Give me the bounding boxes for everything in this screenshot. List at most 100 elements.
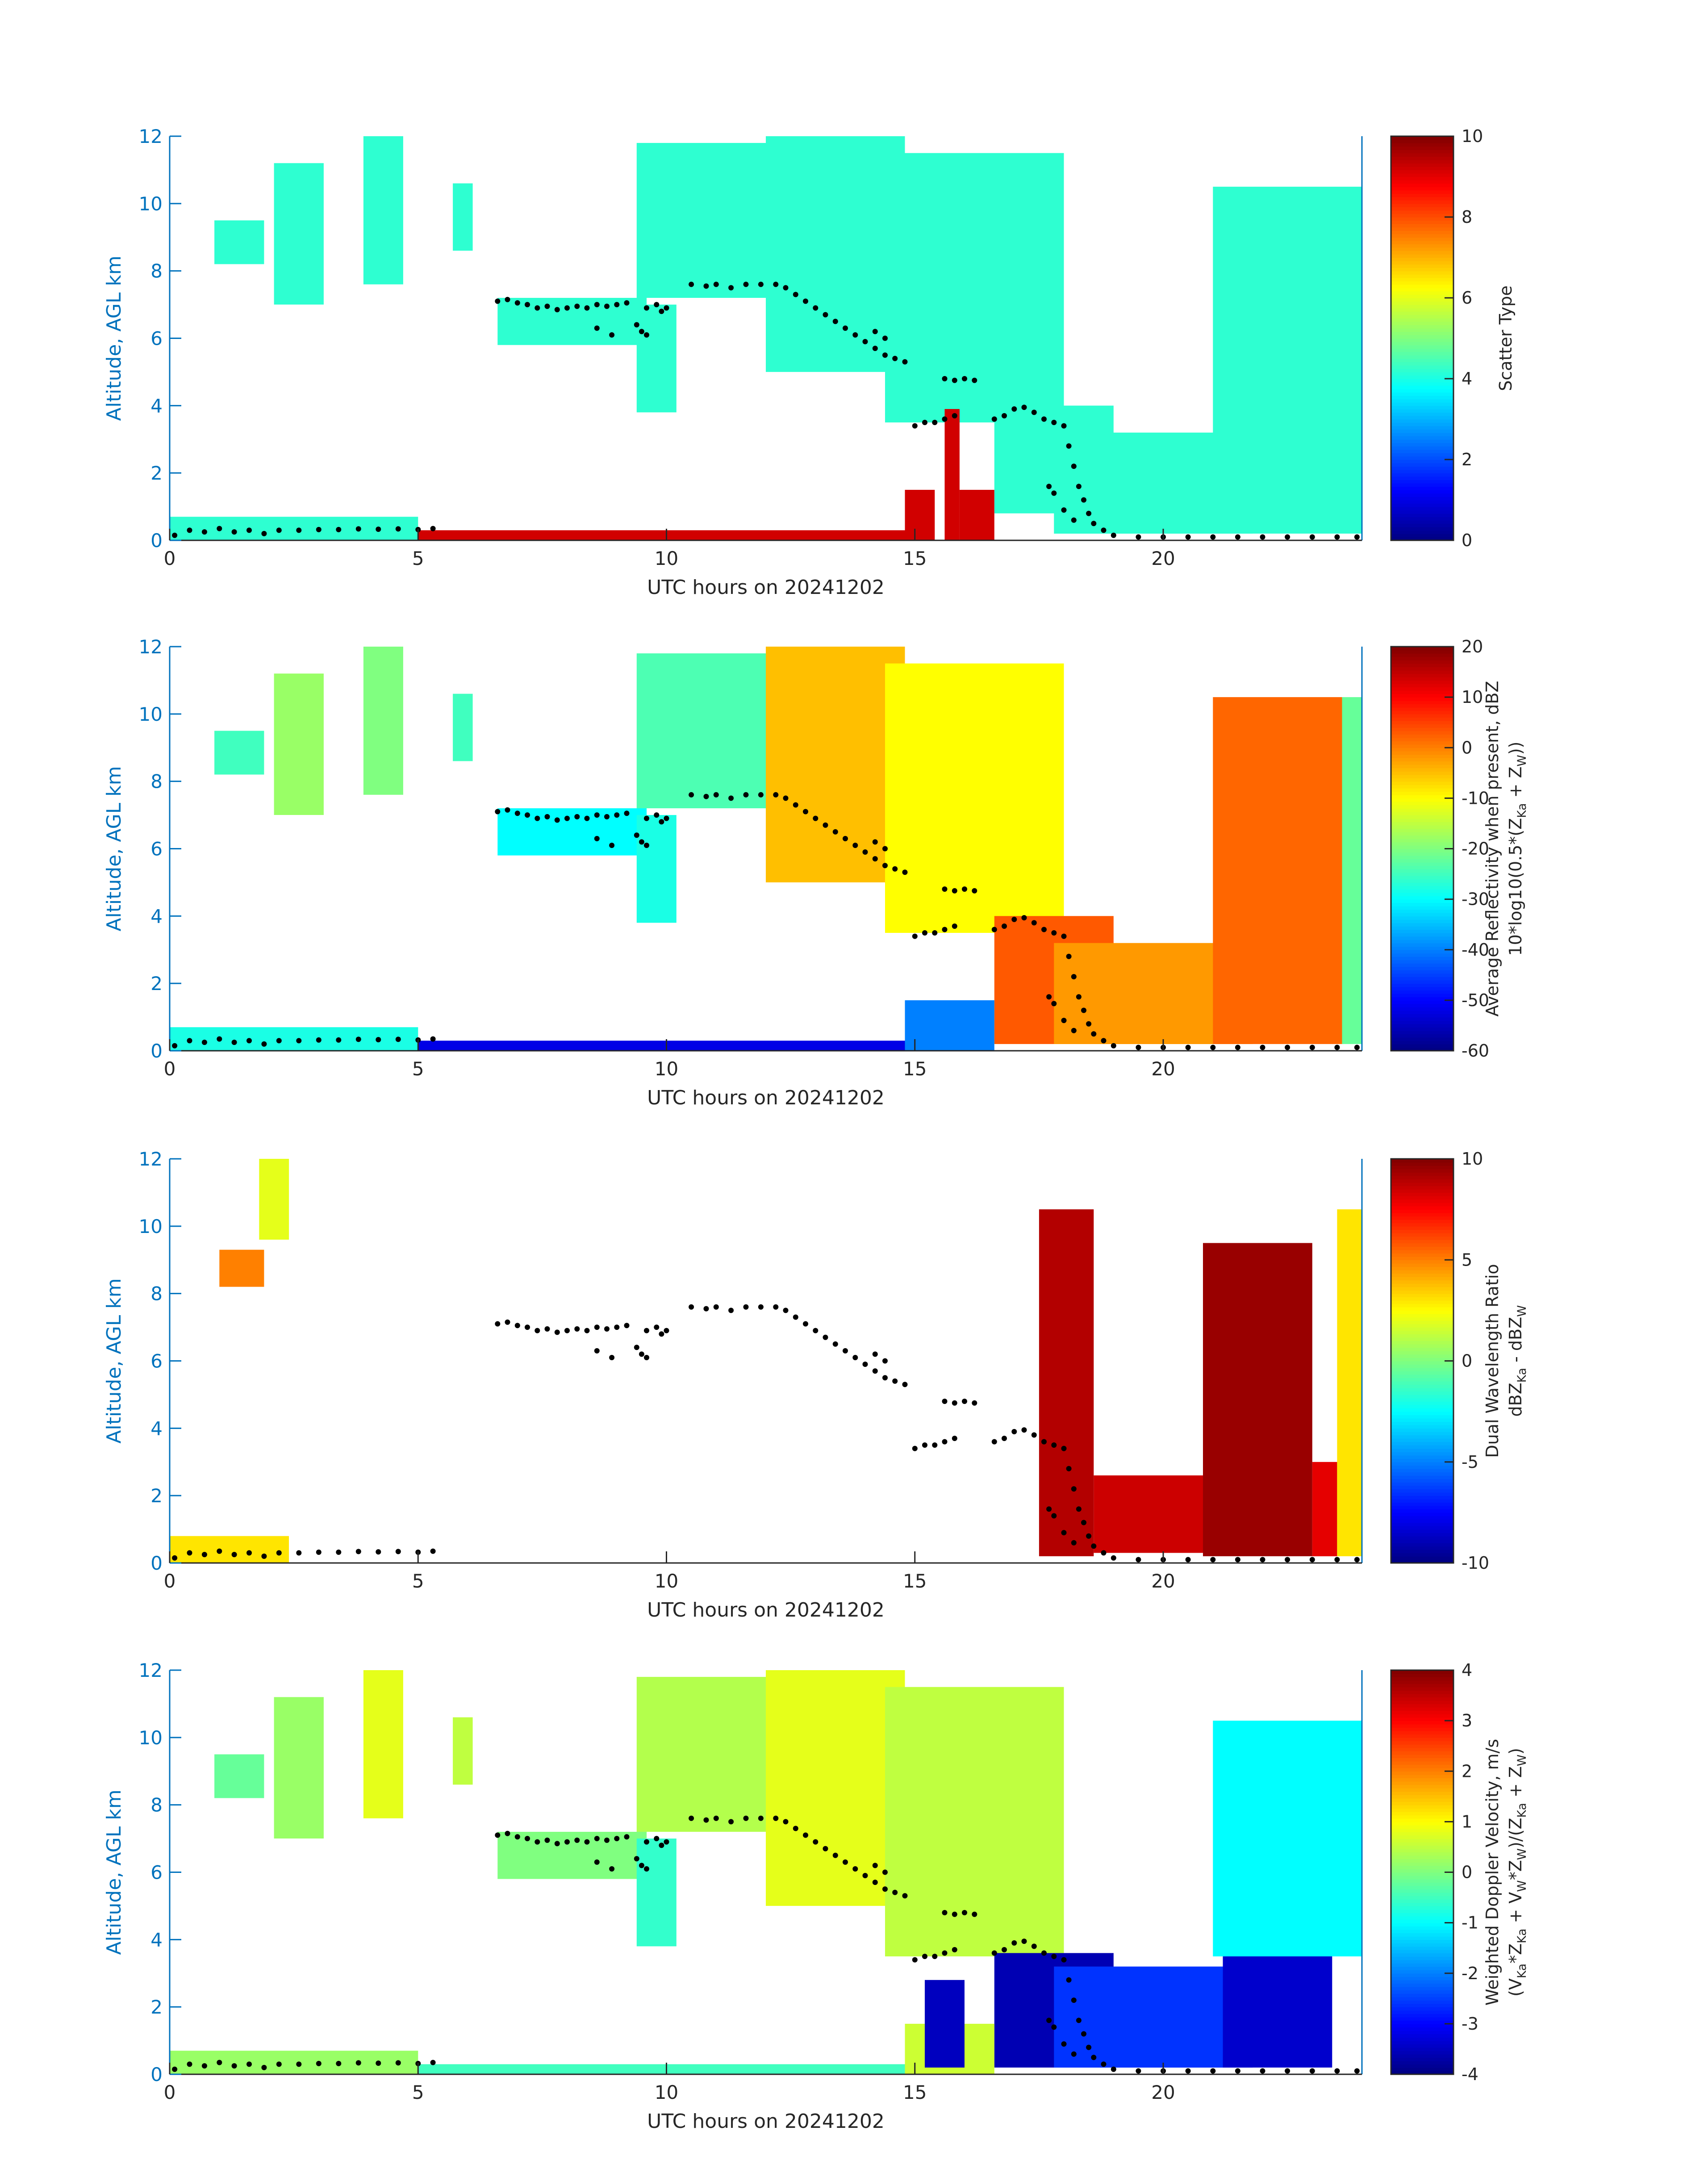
colorbar-swatch [1391, 1973, 1453, 1977]
colorbar-swatch [1391, 677, 1453, 681]
colorbar-swatch [1391, 1697, 1453, 1701]
colorbar-tick-label: -5 [1462, 1452, 1478, 1472]
colorbar-swatch [1391, 153, 1453, 157]
overlay-marker [525, 812, 530, 818]
overlay-marker [1071, 1028, 1077, 1033]
data-region [1213, 697, 1342, 1044]
overlay-marker [932, 930, 938, 936]
colorbar-swatch [1391, 1162, 1453, 1166]
overlay-marker [1136, 1557, 1141, 1563]
colorbar-swatch [1391, 1677, 1453, 1681]
colorbar-swatch [1391, 1714, 1453, 1718]
overlay-marker [505, 297, 510, 302]
colorbar-swatch [1391, 1687, 1453, 1691]
colorbar-swatch [1391, 966, 1453, 970]
overlay-marker [843, 1859, 848, 1865]
colorbar-swatch [1391, 143, 1453, 147]
overlay-marker [1354, 1557, 1360, 1563]
colorbar-swatch [1391, 1438, 1453, 1442]
overlay-marker [584, 305, 590, 311]
colorbar-swatch [1391, 1949, 1453, 1954]
colorbar-swatch [1391, 1287, 1453, 1291]
overlay-marker [1086, 510, 1092, 516]
colorbar-swatch [1391, 1310, 1453, 1314]
colorbar-swatch [1391, 1203, 1453, 1207]
colorbar-swatch [1391, 2051, 1453, 2055]
overlay-marker [544, 303, 550, 309]
overlay-marker [1071, 464, 1077, 469]
colorbar-swatch [1391, 963, 1453, 967]
overlay-marker [201, 2063, 207, 2069]
colorbar-swatch [1391, 1398, 1453, 1402]
overlay-marker [1354, 534, 1360, 540]
colorbar-swatch [1391, 506, 1453, 510]
colorbar-swatch [1391, 2037, 1453, 2041]
colorbar-tick-label: -60 [1462, 1041, 1489, 1061]
x-axis-label: UTC hours on 20241202 [647, 576, 885, 599]
colorbar-swatch [1391, 234, 1453, 238]
colorbar-swatch [1391, 1983, 1453, 1987]
colorbar-swatch [1391, 1479, 1453, 1483]
colorbar-swatch [1391, 1442, 1453, 1446]
colorbar-swatch [1391, 983, 1453, 987]
overlay-marker [614, 1836, 620, 1842]
colorbar-swatch [1391, 1795, 1453, 1799]
overlay-marker [201, 1040, 207, 1045]
data-region [1054, 1966, 1253, 2068]
colorbar-swatch [1391, 1852, 1453, 1856]
overlay-marker [1061, 507, 1067, 513]
overlay-marker [1334, 534, 1340, 540]
overlay-marker [1235, 1045, 1240, 1050]
colorbar-swatch [1391, 166, 1453, 171]
colorbar-swatch [1391, 291, 1453, 295]
data-region [219, 1249, 264, 1287]
colorbar-swatch [1391, 788, 1453, 792]
overlay-marker [1185, 2068, 1191, 2074]
overlay-marker [355, 2060, 361, 2066]
colorbar-swatch [1391, 1868, 1453, 1873]
colorbar-swatch [1391, 365, 1453, 369]
overlay-marker [942, 416, 948, 422]
colorbar-swatch [1391, 1825, 1453, 1829]
colorbar-swatch [1391, 700, 1453, 705]
colorbar-tick-label: 1 [1462, 1812, 1472, 1831]
overlay-marker [952, 923, 957, 929]
colorbar-swatch [1391, 956, 1453, 961]
overlay-marker [882, 1869, 888, 1875]
overlay-marker [624, 1834, 630, 1840]
colorbar-swatch [1391, 710, 1453, 715]
overlay-marker [1031, 409, 1037, 415]
overlay-marker [644, 1866, 649, 1872]
label-fragment: Average Reflectivity when present, dBZ [1482, 681, 1502, 1017]
overlay-marker [376, 1037, 381, 1043]
colorbar-swatch [1391, 768, 1453, 772]
colorbar-swatch [1391, 446, 1453, 450]
data-region [1223, 1956, 1332, 2068]
label-fragment: )) [1506, 741, 1525, 755]
colorbar-swatch [1391, 1448, 1453, 1452]
overlay-marker [1011, 1429, 1017, 1434]
colorbar-swatch [1391, 791, 1453, 795]
overlay-marker [217, 2060, 222, 2065]
overlay-marker [1235, 2068, 1240, 2074]
overlay-marker [922, 1954, 927, 1959]
colorbar-swatch [1391, 334, 1453, 339]
colorbar-swatch [1391, 1680, 1453, 1684]
colorbar-swatch [1391, 923, 1453, 927]
overlay-marker [564, 1328, 570, 1333]
label-fragment: Ka [1515, 1368, 1529, 1383]
overlay-marker [644, 305, 649, 311]
colorbar-swatch [1391, 1297, 1453, 1301]
colorbar-swatch [1391, 173, 1453, 177]
colorbar-swatch [1391, 741, 1453, 745]
overlay-marker [942, 1910, 948, 1915]
overlay-marker [1061, 1530, 1067, 1536]
overlay-marker [172, 2066, 178, 2072]
overlay-marker [336, 2060, 342, 2066]
overlay-marker [1111, 2066, 1116, 2072]
overlay-marker [689, 1304, 694, 1310]
colorbar-swatch [1391, 1027, 1453, 1031]
colorbar-swatch [1391, 822, 1453, 826]
overlay-marker [713, 1815, 719, 1821]
colorbar-tick-label: -10 [1462, 1553, 1489, 1573]
